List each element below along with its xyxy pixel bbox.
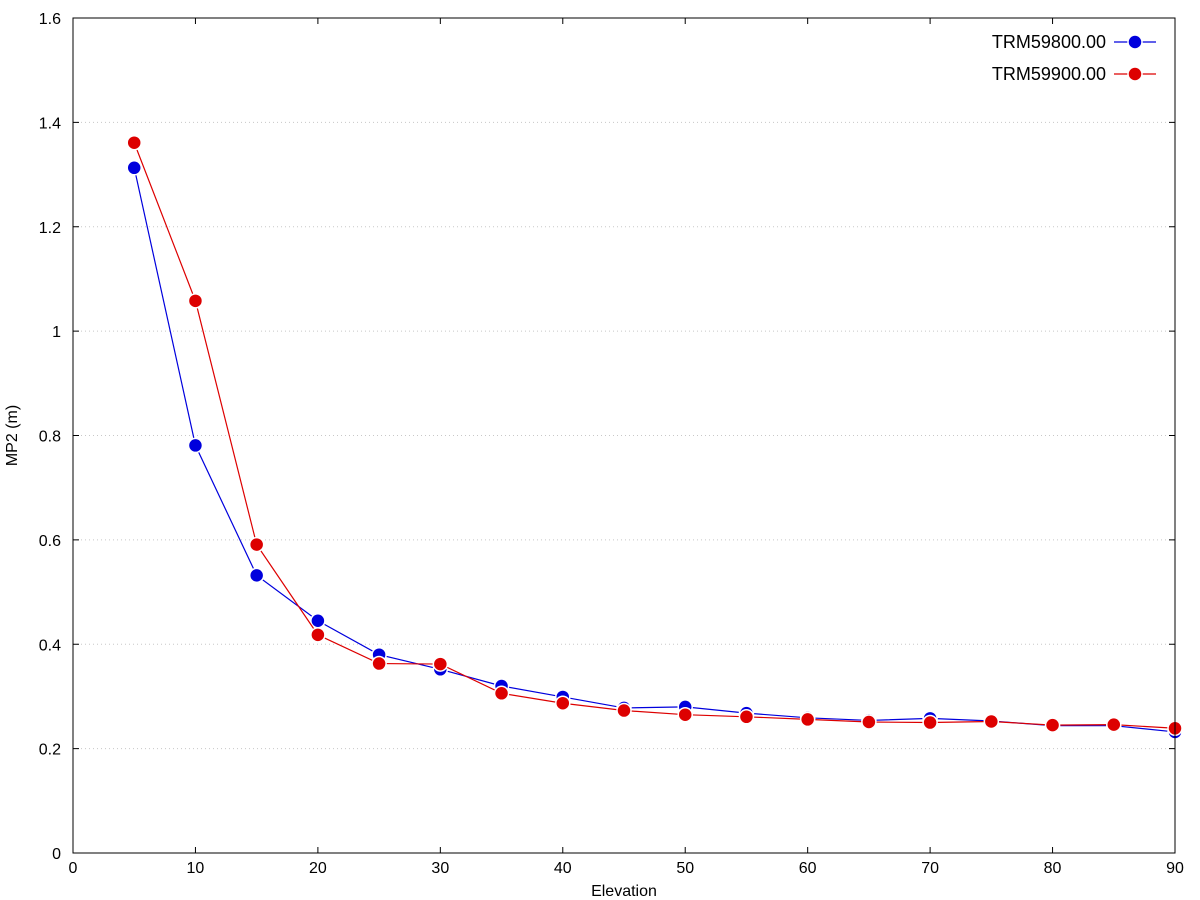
x-tick-label: 10 [187,860,205,877]
y-tick-label: 1.4 [39,115,61,132]
tick-marks [72,17,1176,854]
x-tick-label: 20 [309,860,327,877]
y-tick-label: 1.6 [39,11,61,28]
legend-marker [1127,34,1143,50]
data-point [922,714,938,731]
data-point [248,567,265,584]
x-tick-label: 0 [69,860,78,877]
y-tick-label: 0.4 [39,637,61,654]
x-tick-label: 50 [676,860,694,877]
y-tick-label: 1 [52,324,61,341]
data-point [126,134,142,151]
y-tick-label: 0.8 [39,429,61,446]
y-tick-labels: 0 0.2 0.4 0.6 0.8 1 1.2 1.4 1.6 [39,11,61,863]
legend-label: TRM59900.00 [992,64,1106,84]
x-tick-label: 30 [431,860,449,877]
data-point [187,293,204,309]
data-point [1106,716,1122,733]
legend-label: TRM59800.00 [992,32,1106,52]
y-tick-label: 1.2 [39,220,61,237]
x-tick-label: 60 [799,860,817,877]
series-TRM59800.00 [126,160,1183,740]
x-tick-label: 40 [554,860,572,877]
data-point [861,714,877,730]
data-point [677,706,693,723]
data-point [310,627,326,643]
x-tick-label: 80 [1044,860,1062,877]
legend-entry: TRM59800.00 [992,32,1156,52]
data-point [187,437,204,454]
y-tick-label: 0.2 [39,742,61,759]
data-point [432,656,449,672]
data-point [310,613,326,629]
legend-marker [1127,66,1143,82]
y-tick-label: 0 [52,846,61,863]
data-point [555,695,571,711]
data-point [616,702,632,719]
data-point [371,655,387,672]
grid-lines [73,121,1175,750]
series-layer [126,134,1183,740]
series-line [133,167,1176,733]
data-point [983,713,1000,730]
series-TRM59900.00 [126,134,1183,737]
data-point [248,536,265,553]
x-axis-label: Elevation [591,883,657,900]
data-point [738,709,755,725]
x-tick-label: 90 [1166,860,1184,877]
data-point [799,711,816,728]
data-point [126,160,142,176]
legend-entry: TRM59900.00 [992,64,1156,84]
x-tick-label: 70 [921,860,939,877]
data-point [493,685,510,702]
data-point [1044,717,1061,733]
y-tick-label: 0.6 [39,533,61,550]
legend: TRM59800.00 TRM59900.00 [992,32,1156,84]
y-axis-label: MP2 (m) [4,405,21,466]
x-tick-labels: 0 10 20 30 40 50 60 70 80 90 [69,860,1184,877]
series-line [133,142,1176,729]
